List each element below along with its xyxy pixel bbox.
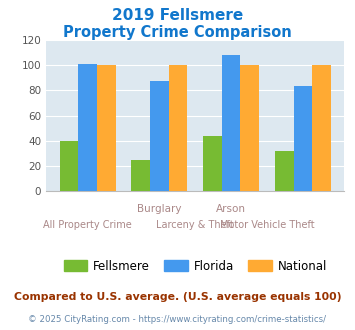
Text: 2019 Fellsmere: 2019 Fellsmere (112, 8, 243, 23)
Legend: Fellsmere, Florida, National: Fellsmere, Florida, National (59, 255, 332, 278)
Bar (150, 82, 169, 191)
Text: Larceny & Theft: Larceny & Theft (156, 220, 234, 230)
Text: © 2025 CityRating.com - https://www.cityrating.com/crime-statistics/: © 2025 CityRating.com - https://www.city… (28, 315, 327, 324)
Bar (97, 65, 116, 191)
Bar (240, 65, 259, 191)
Bar (78, 64, 97, 191)
Bar (312, 65, 331, 191)
Text: Motor Vehicle Theft: Motor Vehicle Theft (220, 220, 314, 230)
Bar (222, 55, 240, 191)
Text: Property Crime Comparison: Property Crime Comparison (63, 25, 292, 40)
Bar (60, 141, 78, 191)
Text: Compared to U.S. average. (U.S. average equals 100): Compared to U.S. average. (U.S. average … (14, 292, 341, 302)
Bar (131, 160, 150, 191)
Text: Arson: Arson (216, 204, 246, 214)
Bar (275, 151, 294, 191)
Text: Burglary: Burglary (137, 204, 182, 214)
Bar (169, 65, 187, 191)
Bar (203, 136, 222, 191)
Text: All Property Crime: All Property Crime (43, 220, 132, 230)
Bar (294, 86, 312, 191)
